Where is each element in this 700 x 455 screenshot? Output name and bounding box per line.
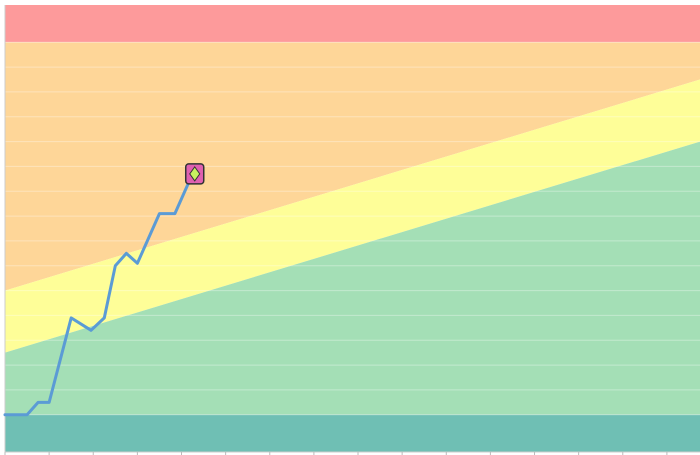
risk-bands xyxy=(5,5,700,452)
series-layer xyxy=(3,172,195,417)
band-3 xyxy=(5,141,700,415)
marker-diamond xyxy=(189,166,201,182)
x-axis xyxy=(4,5,700,455)
marker-layer xyxy=(184,163,205,185)
band-2 xyxy=(5,79,700,353)
band-1 xyxy=(5,42,700,291)
band-0 xyxy=(5,5,700,43)
grid xyxy=(5,41,700,416)
band-4 xyxy=(5,414,700,452)
series-line-0 xyxy=(3,172,195,417)
